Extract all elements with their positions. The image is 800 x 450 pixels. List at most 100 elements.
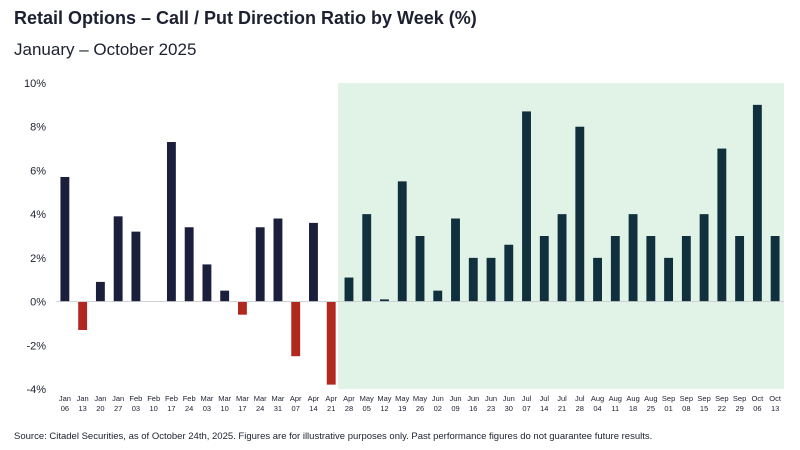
bar xyxy=(238,301,247,315)
x-tick-day: 24 xyxy=(256,404,264,413)
x-tick-day: 18 xyxy=(629,404,637,413)
x-tick-month: Feb xyxy=(183,394,196,403)
bar xyxy=(610,236,620,302)
x-tick-month: Aug xyxy=(644,394,657,403)
bar xyxy=(95,281,105,302)
x-tick-day: 14 xyxy=(540,404,548,413)
bar xyxy=(593,257,602,302)
x-tick-day: 23 xyxy=(487,404,495,413)
x-tick-month: Apr xyxy=(308,394,320,403)
x-tick-month: Feb xyxy=(129,394,142,403)
x-tick-month: Jul xyxy=(539,394,549,403)
bar xyxy=(273,218,283,302)
source-note: Source: Citadel Securities, as of Octobe… xyxy=(14,431,653,442)
chart-title: Retail Options – Call / Put Direction Ra… xyxy=(14,8,477,28)
bar xyxy=(539,236,549,302)
bar xyxy=(557,214,567,302)
x-tick-day: 10 xyxy=(149,404,157,413)
x-tick-month: Oct xyxy=(752,394,765,403)
bar xyxy=(415,236,425,302)
x-tick-month: Oct xyxy=(769,394,782,403)
x-tick-day: 03 xyxy=(203,404,211,413)
x-tick-month: Aug xyxy=(626,394,639,403)
x-tick-day: 30 xyxy=(505,404,513,413)
bar xyxy=(184,227,194,302)
x-tick-month: Sep xyxy=(662,394,675,403)
x-tick-month: Aug xyxy=(591,394,604,403)
x-tick-month: Jun xyxy=(467,394,479,403)
bar xyxy=(291,301,301,357)
bar xyxy=(131,231,141,302)
x-tick-day: 01 xyxy=(664,404,672,413)
x-tick-month: Jan xyxy=(77,394,89,403)
x-tick-month: Mar xyxy=(200,394,213,403)
x-tick-day: 17 xyxy=(238,404,246,413)
y-tick-label: 6% xyxy=(30,165,46,177)
bar xyxy=(681,236,691,302)
x-tick-month: Jun xyxy=(485,394,497,403)
x-tick-day: 13 xyxy=(771,404,779,413)
y-tick-label: 4% xyxy=(30,209,46,221)
x-tick-month: Apr xyxy=(290,394,302,403)
bar xyxy=(433,290,443,302)
x-tick-month: Mar xyxy=(271,394,284,403)
x-tick-day: 21 xyxy=(558,404,566,413)
x-tick-month: Mar xyxy=(218,394,231,403)
x-tick-month: Sep xyxy=(715,394,728,403)
bar xyxy=(504,244,514,302)
bar xyxy=(380,299,389,302)
y-tick-label: -4% xyxy=(26,384,46,396)
x-tick-month: May xyxy=(395,394,409,403)
x-tick-day: 02 xyxy=(434,404,442,413)
x-tick-day: 07 xyxy=(292,404,300,413)
bar xyxy=(752,104,762,302)
x-tick-day: 15 xyxy=(700,404,708,413)
x-tick-day: 04 xyxy=(593,404,601,413)
bar xyxy=(646,236,656,302)
x-tick-day: 31 xyxy=(274,404,282,413)
bar xyxy=(735,236,745,302)
bar xyxy=(362,214,372,302)
bar xyxy=(113,216,123,302)
y-tick-label: 10% xyxy=(24,78,46,90)
x-tick-month: May xyxy=(360,394,374,403)
x-tick-month: Jul xyxy=(575,394,585,403)
bar xyxy=(166,142,176,302)
x-tick-day: 25 xyxy=(647,404,655,413)
x-tick-day: 16 xyxy=(469,404,477,413)
x-tick-month: May xyxy=(413,394,427,403)
y-tick-label: 0% xyxy=(30,297,46,309)
bar xyxy=(451,218,460,302)
bar xyxy=(628,214,638,302)
bar xyxy=(326,301,336,385)
x-tick-day: 13 xyxy=(78,404,86,413)
x-tick-day: 06 xyxy=(61,404,69,413)
chart-subtitle: January – October 2025 xyxy=(14,40,197,59)
x-tick-day: 08 xyxy=(682,404,690,413)
bar xyxy=(717,148,727,302)
x-tick-month: May xyxy=(377,394,391,403)
x-tick-month: Apr xyxy=(343,394,355,403)
bar xyxy=(522,111,531,302)
x-tick-day: 19 xyxy=(398,404,406,413)
x-tick-day: 07 xyxy=(522,404,530,413)
x-tick-month: Feb xyxy=(165,394,178,403)
x-tick-month: Jun xyxy=(503,394,515,403)
bar xyxy=(220,290,230,302)
bar xyxy=(78,301,88,330)
bar xyxy=(699,214,709,302)
x-tick-month: Mar xyxy=(254,394,267,403)
bar xyxy=(202,264,212,302)
bar xyxy=(486,257,496,302)
x-tick-month: Mar xyxy=(236,394,249,403)
x-tick-month: Sep xyxy=(697,394,710,403)
x-tick-day: 22 xyxy=(718,404,726,413)
y-tick-label: 8% xyxy=(30,122,46,134)
x-tick-day: 24 xyxy=(185,404,193,413)
x-tick-day: 14 xyxy=(309,404,317,413)
x-tick-month: Jul xyxy=(522,394,532,403)
x-tick-day: 20 xyxy=(96,404,104,413)
x-tick-month: Feb xyxy=(147,394,160,403)
x-tick-month: Jul xyxy=(557,394,567,403)
bar xyxy=(397,181,407,302)
